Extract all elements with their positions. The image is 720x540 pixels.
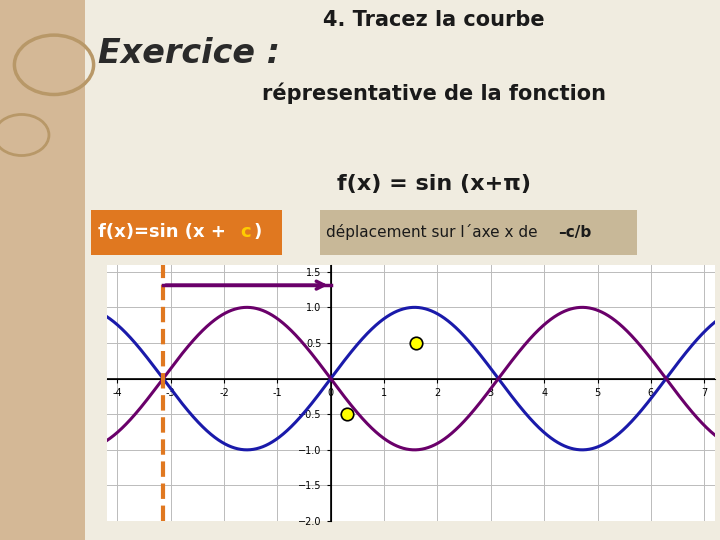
Text: c: c xyxy=(240,223,251,241)
Text: f(x)=sin (x +: f(x)=sin (x + xyxy=(98,223,232,241)
Text: 4. Tracez la courbe: 4. Tracez la courbe xyxy=(323,10,545,30)
Text: ): ) xyxy=(253,223,261,241)
Text: f(x) = sin (x+π): f(x) = sin (x+π) xyxy=(337,174,531,194)
Text: –c/b: –c/b xyxy=(558,225,591,240)
Text: Exercice :: Exercice : xyxy=(98,37,279,70)
FancyBboxPatch shape xyxy=(91,210,282,255)
Text: déplacement sur l´axe x de: déplacement sur l´axe x de xyxy=(326,224,543,240)
Text: répresentative de la fonction: répresentative de la fonction xyxy=(262,82,606,104)
FancyBboxPatch shape xyxy=(320,210,637,255)
